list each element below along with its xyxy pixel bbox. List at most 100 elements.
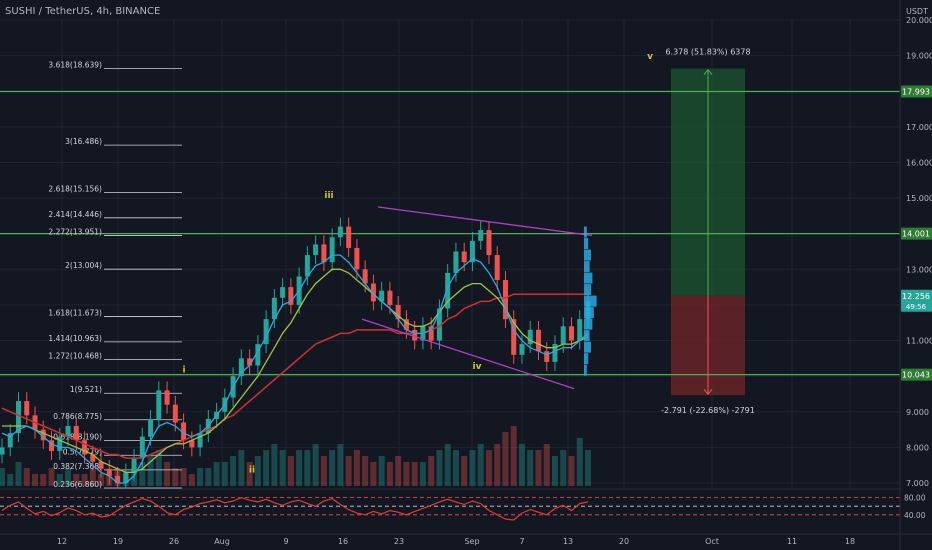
volume-bar (576, 438, 583, 486)
fib-level-label: 2(13.004) (65, 261, 102, 270)
x-tick-label: Oct (705, 537, 719, 546)
candle-body (362, 269, 368, 284)
candle-body (577, 319, 583, 341)
target-arrowhead (703, 68, 713, 75)
volume-bar (527, 450, 534, 486)
fib-level-label: 3(16.486) (65, 137, 102, 146)
volume-bar (378, 456, 385, 486)
candle-body (535, 329, 541, 352)
x-tick-label: 7 (519, 537, 524, 546)
volume-bar (362, 456, 369, 486)
wave-label: i (182, 366, 185, 376)
stop-label: -2.791 (-22.68%) -2791 (661, 406, 755, 415)
candle-body (238, 358, 244, 377)
price-badge (901, 227, 932, 240)
volume-bar (279, 450, 286, 486)
volume-bar (0, 468, 5, 486)
candle-body (73, 426, 79, 441)
price-badge-label: 17.993 (902, 87, 930, 96)
wave-label: v (647, 52, 653, 62)
wave-label: iv (473, 362, 482, 372)
volume-bar (518, 444, 525, 486)
volume-bar (147, 456, 154, 486)
candle-body (115, 475, 121, 483)
candle-body (139, 436, 145, 459)
candle-body (255, 344, 261, 366)
volume-bar (81, 474, 88, 486)
volume-bar (238, 450, 245, 486)
volume-bar (485, 450, 492, 486)
candle-body (461, 251, 467, 263)
volume-bar (221, 462, 228, 486)
volume-bar (436, 450, 443, 486)
fib-level-label: 1.414(10.963) (48, 334, 102, 343)
candle-body (280, 287, 286, 298)
candle-body (436, 308, 442, 341)
candle-body (156, 390, 162, 419)
volume-bar (469, 450, 476, 486)
price-badge-label: 14.001 (902, 230, 930, 239)
candle-body (271, 297, 277, 320)
oscillator-pane (0, 489, 900, 532)
candle-body (395, 304, 401, 320)
volume-profile-bar (584, 341, 591, 353)
volume-bar (230, 456, 237, 486)
volume-bar (205, 468, 212, 486)
volume-bar (296, 450, 303, 486)
volume-bar (312, 444, 319, 486)
candle-body (428, 326, 434, 341)
y-tick-label: 15.000 (906, 194, 932, 203)
candle-body (403, 319, 409, 330)
volume-profile-bar (584, 295, 597, 307)
candle-body (304, 255, 310, 277)
volume-bar (337, 444, 344, 486)
volume-profile-bar (584, 353, 589, 365)
volume-bar (73, 474, 80, 486)
volume-bar (287, 456, 294, 486)
volume-bar (155, 450, 162, 486)
x-tick-label: 11 (787, 537, 797, 546)
x-tick-label: 19 (113, 537, 123, 546)
candle-body (148, 418, 154, 437)
x-tick-label: 23 (394, 537, 404, 546)
candle-body (321, 244, 327, 263)
channel-upper-line[interactable] (377, 206, 593, 237)
channel-lower-line[interactable] (361, 318, 575, 390)
symbol-title: SUSHI / TetherUS, 4h, BINANCE (5, 6, 160, 17)
volume-bar (461, 456, 468, 486)
candle-body (354, 247, 360, 270)
candle-body (387, 290, 393, 305)
candle-body (0, 447, 5, 455)
y-tick-label: 8.000 (906, 443, 929, 452)
fib-level-label: 0.236(6.860) (53, 480, 102, 489)
volume-bar (502, 432, 509, 486)
volume-bar (139, 462, 146, 486)
candle-body (197, 433, 203, 448)
ema-mid-line (2, 268, 589, 473)
volume-bar (7, 474, 14, 486)
candle-body (519, 344, 525, 355)
candle-body (445, 272, 451, 309)
volume-bar (585, 450, 591, 486)
candle-body (164, 390, 170, 405)
volume-bar (213, 462, 220, 486)
volume-profile-bar (584, 364, 587, 376)
volume-bar (543, 444, 550, 486)
volume-bar (452, 450, 459, 486)
volume-bar (40, 474, 47, 486)
candle-body (123, 472, 129, 483)
volume-bar (345, 456, 352, 486)
y-tick-label: 7.000 (906, 479, 929, 488)
fib-level-label: 1(9.521) (70, 385, 102, 394)
candle-body (379, 290, 385, 302)
candle-body (131, 458, 137, 473)
volume-bar (411, 462, 418, 486)
candle-body (40, 429, 46, 441)
y-tick-label: 17.000 (906, 123, 932, 132)
candle-body (494, 255, 500, 280)
wave-label: ii (249, 465, 255, 475)
volume-bar (23, 468, 30, 486)
oscillator-tick-label: 40.00 (904, 511, 926, 520)
candle-body (527, 329, 533, 345)
